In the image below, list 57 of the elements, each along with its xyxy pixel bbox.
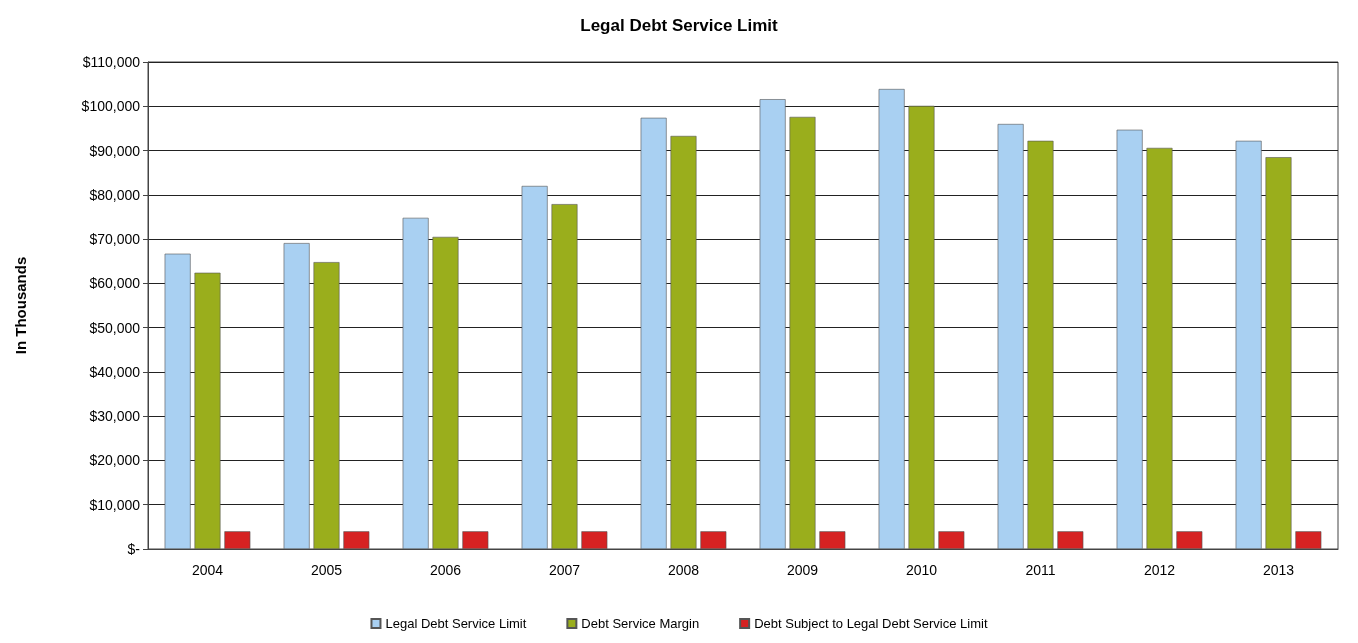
y-tick-label: $80,000 [89,186,141,203]
y-axis-title: In Thousands [12,256,29,355]
bar [164,253,191,549]
y-tick-label: $70,000 [89,231,141,248]
bar [789,116,816,549]
bar [521,185,548,549]
y-tick-label: $- [127,541,141,557]
bar [224,531,251,549]
bar [551,204,578,549]
bar [283,243,310,549]
y-tick-label: $40,000 [89,363,141,380]
x-tick-label: 2006 [429,562,462,578]
x-tick-label: 2013 [1262,562,1295,578]
bar [1057,531,1084,549]
legend-label: Legal Debt Service Limit [385,616,527,631]
y-tick-label: $20,000 [89,452,141,469]
bar [343,531,370,549]
y-tick-label: $90,000 [89,142,141,159]
bar [938,531,965,549]
x-tick-label: 2004 [191,562,224,578]
x-tick-label: 2008 [667,562,700,578]
bar [1146,147,1173,549]
y-tick-label: $110,000 [82,54,141,70]
bar [581,531,608,549]
bar [462,531,489,549]
legend-label: Debt Subject to Legal Debt Service Limit [754,616,988,631]
x-tick-label: 2010 [905,562,938,578]
y-tick-label: $10,000 [89,496,141,513]
bar [700,531,727,549]
y-tick-label: $30,000 [89,408,141,425]
x-tick-label: 2005 [310,562,343,578]
bar [1176,531,1203,549]
bar [1235,140,1262,549]
bar [402,217,429,549]
bar [1027,140,1054,549]
bar [313,262,340,549]
bar [1265,157,1292,549]
bar [1295,531,1322,549]
y-tick-label: $100,000 [81,98,141,115]
bar [878,89,905,549]
y-tick-label: $50,000 [89,319,141,336]
x-tick-label: 2007 [548,562,581,578]
legend-label: Debt Service Margin [581,616,700,631]
bar [997,123,1024,549]
bar [640,117,667,549]
y-tick-label: $60,000 [89,275,141,292]
x-tick-label: 2011 [1025,562,1056,578]
bar [1116,129,1143,549]
bar [759,99,786,549]
chart-title: Legal Debt Service Limit [580,16,779,35]
bar [670,135,697,549]
bar [908,105,935,549]
x-tick-label: 2009 [786,562,819,578]
bar [432,236,459,549]
x-tick-label: 2012 [1143,562,1176,578]
bar [194,272,221,549]
bar [819,531,846,549]
